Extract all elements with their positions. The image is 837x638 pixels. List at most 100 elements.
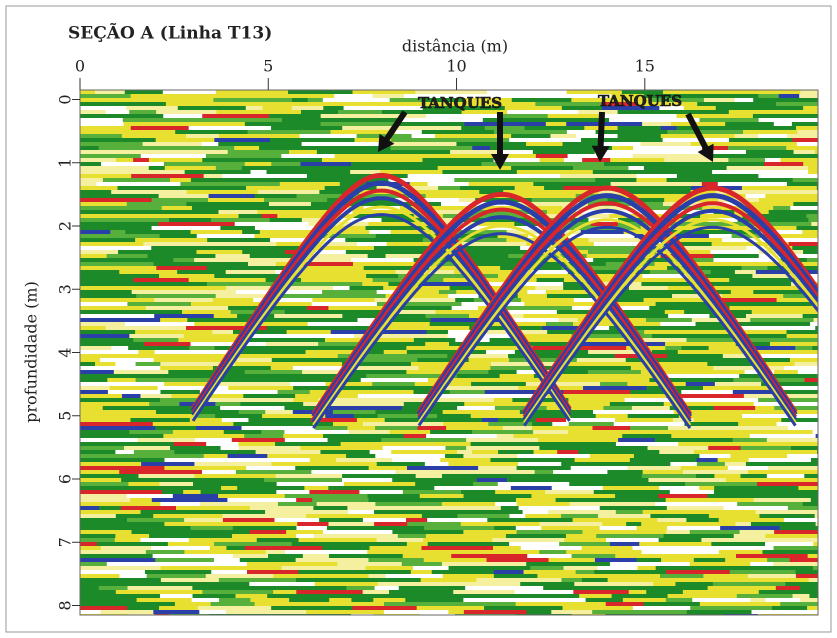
texture-band <box>271 162 302 167</box>
texture-band <box>401 150 452 155</box>
texture-band <box>751 310 794 315</box>
radargram-texture <box>80 90 818 615</box>
texture-band <box>297 522 330 527</box>
texture-band <box>348 510 376 515</box>
texture-band <box>654 438 734 443</box>
texture-band <box>592 426 632 431</box>
texture-band <box>136 294 217 299</box>
texture-band <box>586 254 662 259</box>
texture-band <box>786 334 818 339</box>
texture-band <box>541 526 601 531</box>
texture-band <box>492 546 522 551</box>
texture-band <box>549 602 607 607</box>
texture-band <box>426 434 498 439</box>
texture-band <box>334 94 374 99</box>
texture-band <box>783 518 818 523</box>
texture-band <box>322 290 378 295</box>
texture-band <box>774 406 818 411</box>
texture-band <box>740 446 792 451</box>
texture-band <box>815 466 818 471</box>
texture-band <box>329 406 403 411</box>
texture-band <box>194 258 280 263</box>
texture-band <box>244 434 285 439</box>
texture-band <box>571 554 617 559</box>
texture-band <box>734 270 757 275</box>
texture-band <box>659 326 738 331</box>
texture-band <box>737 502 804 507</box>
texture-band <box>603 406 633 411</box>
texture-band <box>287 90 354 95</box>
texture-band <box>808 578 818 583</box>
texture-band <box>155 410 212 415</box>
texture-band <box>780 602 818 607</box>
texture-band <box>795 346 814 351</box>
hyperbola-band <box>523 218 818 424</box>
texture-band <box>494 406 548 411</box>
texture-band <box>246 570 300 575</box>
arrow-head <box>491 154 509 170</box>
texture-band <box>805 110 818 115</box>
texture-band <box>115 534 151 539</box>
texture-band <box>752 274 810 279</box>
texture-band <box>154 298 214 303</box>
texture-band <box>520 546 563 551</box>
texture-band <box>459 346 534 351</box>
texture-band <box>356 242 388 247</box>
texture-band <box>789 358 818 363</box>
texture-band <box>212 298 237 303</box>
texture-band <box>279 318 336 323</box>
texture-band <box>525 514 563 519</box>
texture-band <box>261 214 279 219</box>
texture-band <box>667 426 747 431</box>
texture-band <box>621 90 665 95</box>
texture-band <box>767 466 817 471</box>
texture-band <box>280 282 309 287</box>
texture-band <box>718 262 779 267</box>
texture-band <box>80 314 156 319</box>
texture-band <box>138 474 196 479</box>
texture-band <box>213 98 293 103</box>
texture-band <box>792 594 811 599</box>
texture-band <box>350 170 382 175</box>
texture-band <box>470 414 532 419</box>
texture-band <box>657 170 714 175</box>
texture-band <box>713 366 769 371</box>
texture-band <box>127 302 150 307</box>
texture-band <box>159 482 195 487</box>
texture-band <box>662 182 703 187</box>
texture-band <box>463 598 502 603</box>
texture-band <box>777 234 818 239</box>
texture-band <box>128 170 186 175</box>
texture-band <box>570 466 629 471</box>
texture-band <box>80 150 145 155</box>
texture-band <box>80 358 102 363</box>
texture-band <box>121 134 188 139</box>
texture-band <box>372 94 405 99</box>
texture-band <box>160 366 214 371</box>
texture-band <box>80 346 113 351</box>
texture-band <box>497 482 571 487</box>
texture-band <box>426 114 504 119</box>
texture-band <box>296 498 314 503</box>
texture-band <box>402 490 463 495</box>
texture-band <box>798 486 818 491</box>
texture-band <box>325 382 374 387</box>
texture-band <box>760 106 805 111</box>
texture-band <box>160 318 189 323</box>
texture-band <box>248 94 301 99</box>
texture-band <box>158 222 236 227</box>
texture-band <box>498 418 537 423</box>
texture-band <box>753 98 818 103</box>
texture-band <box>790 446 818 451</box>
texture-band <box>745 430 814 435</box>
texture-band <box>311 470 397 475</box>
texture-band <box>189 562 248 567</box>
texture-band <box>550 134 578 139</box>
texture-band <box>337 354 405 359</box>
texture-band <box>446 370 490 375</box>
texture-band <box>725 122 775 127</box>
texture-band <box>752 114 818 119</box>
texture-band <box>359 490 404 495</box>
texture-band <box>623 230 653 235</box>
texture-band <box>451 554 529 559</box>
